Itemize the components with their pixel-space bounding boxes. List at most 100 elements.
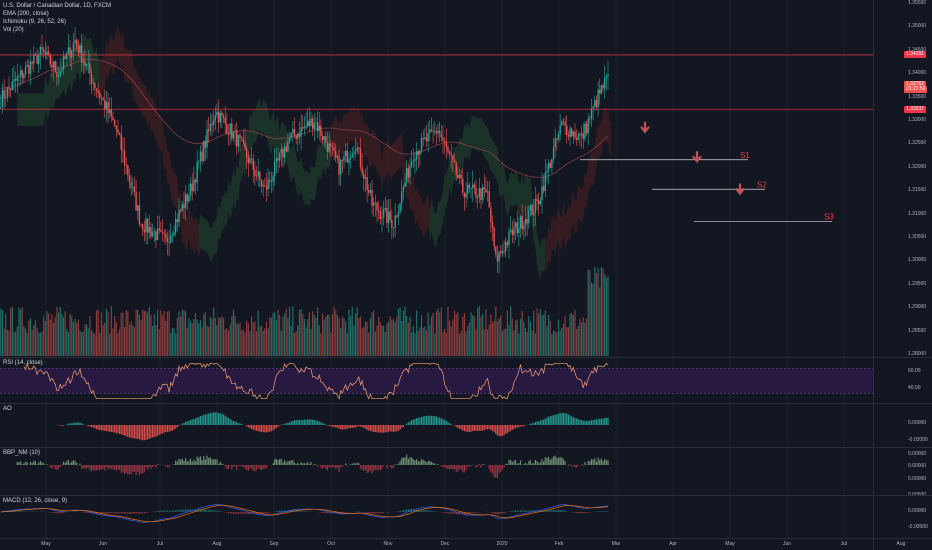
- macd-hist-bar: [472, 512, 474, 513]
- bbp-bar: [574, 465, 576, 468]
- legend-ema[interactable]: EMA (200, close): [3, 11, 49, 17]
- volume-bar: [439, 312, 441, 356]
- bbp-bar: [561, 457, 563, 465]
- volume-bar: [292, 306, 294, 356]
- candle-body: [531, 205, 533, 216]
- legend-ichimoku[interactable]: Ichimoku (9, 26, 52, 26): [3, 19, 67, 25]
- candle-body: [396, 215, 398, 217]
- pane-divider[interactable]: [0, 403, 932, 404]
- candles: [0, 27, 609, 274]
- macd-hist-bar: [275, 510, 277, 512]
- candle: [354, 137, 357, 159]
- candle-body: [529, 205, 532, 211]
- candle-body: [462, 178, 464, 193]
- ao-bar: [345, 425, 347, 430]
- candle: [559, 113, 561, 141]
- macd-hist-bar: [559, 509, 561, 512]
- candle-body: [406, 168, 408, 183]
- candle: [209, 113, 212, 136]
- macd-hist-bar: [496, 512, 498, 515]
- pane-divider[interactable]: [0, 495, 932, 496]
- rsi-title[interactable]: RSI (14, close): [3, 360, 43, 366]
- ao-bar: [262, 425, 264, 433]
- candle: [340, 158, 342, 187]
- volume-bar: [57, 312, 60, 356]
- ao-bar: [312, 419, 314, 425]
- volume-bar: [218, 317, 220, 356]
- candle: [437, 123, 439, 138]
- volume-bar: [462, 316, 464, 356]
- macd-hist-bar: [300, 511, 302, 512]
- volume-bar: [203, 314, 205, 356]
- bbp-bar: [453, 465, 456, 470]
- volume-bar: [302, 313, 304, 356]
- bbp-bar: [122, 465, 124, 472]
- bbp-bar: [458, 465, 461, 470]
- ao-bar: [99, 425, 101, 430]
- ao-title[interactable]: AO: [3, 406, 12, 412]
- ao-bar: [209, 412, 211, 425]
- bbp-title[interactable]: BBP_NM (10): [3, 450, 41, 456]
- candle: [415, 142, 418, 172]
- volume-bar: [105, 308, 107, 356]
- volume-bar: [450, 326, 452, 356]
- candle-body: [387, 211, 390, 223]
- candle: [0, 94, 2, 110]
- candle: [366, 165, 368, 203]
- bbp-bar: [105, 465, 107, 468]
- bbp-bar: [87, 465, 89, 468]
- macd-hist-bar: [158, 510, 160, 512]
- legend-vol[interactable]: Vol (20): [3, 27, 24, 33]
- macd-hist-bar: [338, 512, 340, 514]
- pane-divider[interactable]: [0, 447, 932, 448]
- candle: [496, 245, 499, 273]
- bbp-bar: [16, 461, 18, 465]
- macd-hist-bar: [445, 512, 447, 514]
- candle: [524, 205, 527, 238]
- candle: [145, 212, 147, 245]
- macd-title[interactable]: MACD (12, 26, close, 9): [3, 498, 68, 504]
- macd-hist-bar: [178, 509, 180, 512]
- bbp-bar: [176, 461, 178, 465]
- candle-body: [198, 161, 200, 163]
- volume-bar: [528, 316, 530, 356]
- volume-bar: [176, 317, 178, 356]
- ao-bar: [323, 423, 325, 425]
- volume-bar: [427, 312, 429, 356]
- volume-bar: [104, 322, 106, 356]
- candle-body: [506, 242, 509, 246]
- macd-hist-bar: [231, 512, 233, 514]
- volume-bar: [435, 310, 437, 356]
- candle-body: [351, 154, 353, 158]
- candle-body: [442, 137, 444, 141]
- ao-bar: [531, 423, 533, 425]
- ao-bar: [539, 420, 541, 425]
- volume-bar: [147, 312, 149, 356]
- candle: [544, 159, 546, 198]
- price-axis[interactable]: 1.35500 1.35000 1.34500 1.34000 1.33500 1.330…: [873, 0, 932, 550]
- macd-hist-bar: [124, 512, 126, 514]
- bbp-bar: [513, 460, 515, 465]
- candle: [382, 200, 385, 226]
- macd-hist-bar: [173, 510, 175, 512]
- candle: [11, 68, 14, 91]
- price-tick: 1.33500: [908, 93, 927, 100]
- macd-hist-bar: [166, 510, 168, 512]
- ichimoku-cloud: [17, 26, 612, 281]
- candle-body: [493, 228, 495, 247]
- ao-tick: 0.00000: [908, 420, 927, 426]
- candle: [64, 53, 66, 60]
- candle-body: [429, 129, 431, 133]
- macd-hist-bar: [96, 512, 97, 514]
- candle-body: [366, 177, 368, 191]
- candle-body: [52, 61, 55, 68]
- bbp-bar: [201, 460, 203, 465]
- ao-bar: [472, 425, 474, 432]
- volume-bar: [584, 322, 586, 356]
- ao-bar: [383, 425, 385, 433]
- pane-divider[interactable]: [0, 357, 932, 358]
- candle: [262, 180, 264, 197]
- macd-hist-bar: [115, 512, 117, 514]
- volume-bar: [138, 315, 140, 356]
